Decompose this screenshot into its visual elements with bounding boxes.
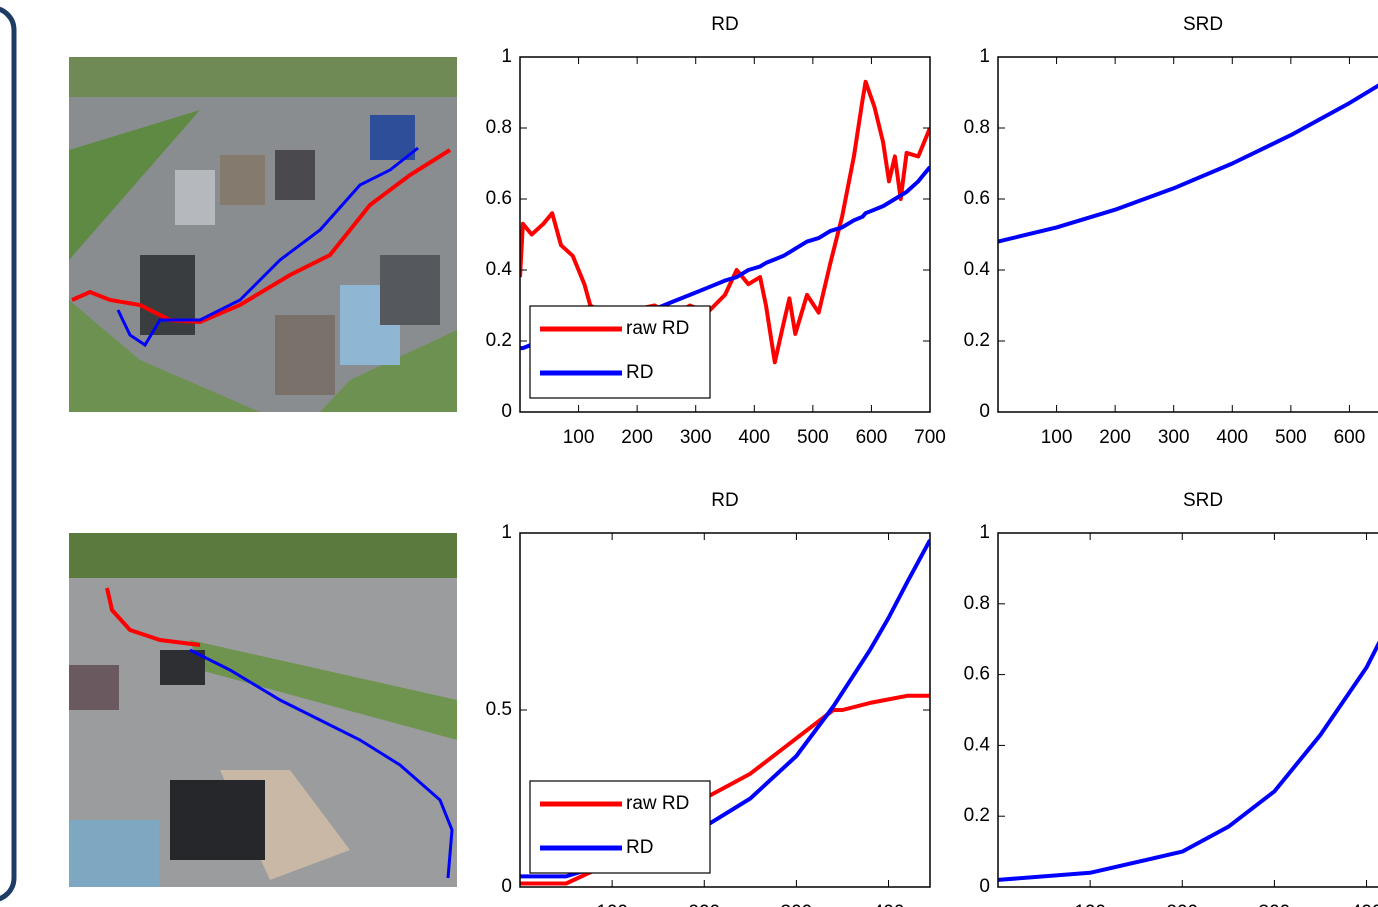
x-tick-label: 300: [781, 902, 813, 907]
x-tick-label: 300: [1259, 902, 1291, 907]
y-tick-label: 1: [501, 46, 512, 67]
x-tick-label: 600: [856, 427, 888, 448]
x-tick-label: 200: [1099, 427, 1131, 448]
photo: [69, 57, 457, 412]
chart-title: SRD: [1183, 14, 1223, 35]
x-tick-label: 300: [1158, 427, 1190, 448]
photo: [69, 533, 457, 887]
y-tick-label: 0.2: [964, 330, 990, 351]
x-tick-label: 600: [1334, 427, 1366, 448]
y-tick-label: 0: [979, 876, 990, 897]
y-tick-label: 0.4: [964, 259, 991, 280]
plot-area: [998, 57, 1378, 412]
legend-label: raw RD: [626, 318, 689, 339]
y-tick-label: 0.6: [964, 664, 990, 685]
x-tick-label: 100: [1074, 902, 1106, 907]
x-tick-label: 500: [797, 427, 829, 448]
x-tick-label: 200: [621, 427, 653, 448]
y-tick-label: 0.4: [486, 259, 513, 280]
x-tick-label: 700: [914, 427, 946, 448]
chart-title: RD: [711, 490, 738, 511]
legend-label: raw RD: [626, 793, 689, 814]
y-tick-label: 1: [501, 522, 512, 543]
y-tick-label: 0.8: [964, 117, 990, 138]
legend-label: RD: [626, 837, 653, 858]
y-tick-label: 0: [501, 401, 512, 422]
x-tick-label: 400: [738, 427, 770, 448]
x-tick-label: 400: [873, 902, 905, 907]
y-tick-label: 0.2: [486, 330, 512, 351]
y-tick-label: 0.2: [964, 805, 990, 826]
y-tick-label: 0.5: [486, 699, 512, 720]
page: RD00.20.40.60.81100200300400500600700raw…: [0, 0, 1378, 907]
x-tick-label: 200: [1166, 902, 1198, 907]
plot-area: [998, 533, 1378, 887]
y-tick-label: 0.6: [964, 188, 990, 209]
y-tick-label: 0.6: [486, 188, 512, 209]
x-tick-label: 100: [1041, 427, 1073, 448]
legend-label: RD: [626, 362, 653, 383]
y-tick-label: 0: [979, 401, 990, 422]
y-tick-label: 0: [501, 876, 512, 897]
x-tick-label: 300: [680, 427, 712, 448]
chart-title: RD: [711, 14, 738, 35]
x-tick-label: 400: [1216, 427, 1248, 448]
y-tick-label: 0.4: [964, 734, 991, 755]
y-tick-label: 1: [979, 46, 990, 67]
y-tick-label: 0.8: [964, 593, 990, 614]
figure: RD00.20.40.60.81100200300400500600700raw…: [0, 0, 1378, 907]
y-tick-label: 1: [979, 522, 990, 543]
x-tick-label: 100: [563, 427, 595, 448]
x-tick-label: 500: [1275, 427, 1307, 448]
chart-title: SRD: [1183, 490, 1223, 511]
x-tick-label: 400: [1351, 902, 1378, 907]
x-tick-label: 100: [596, 902, 628, 907]
x-tick-label: 200: [688, 902, 720, 907]
side-panel: [0, 8, 14, 900]
y-tick-label: 0.8: [486, 117, 512, 138]
